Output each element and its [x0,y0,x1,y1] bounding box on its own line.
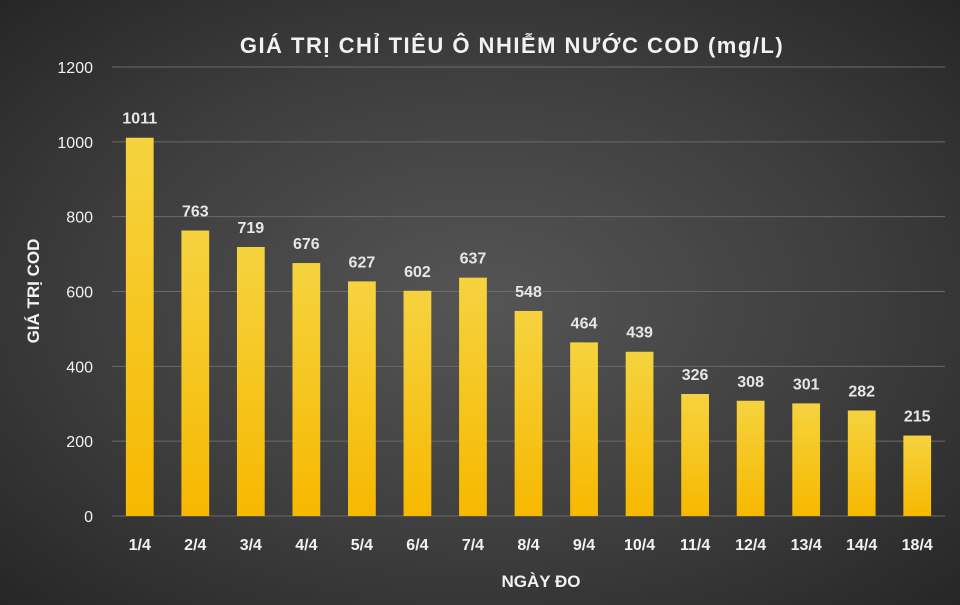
data-label: 763 [182,204,209,221]
bar [348,281,376,516]
data-label: 602 [404,264,431,281]
x-tick-label: 4/4 [295,537,317,554]
bars [125,137,932,516]
x-tick-label: 10/4 [624,537,655,554]
data-label: 637 [460,251,487,268]
x-tick-label: 6/4 [406,537,428,554]
bar [792,403,821,516]
x-tick-label: 7/4 [462,537,484,554]
x-axis-ticks: 1/4 2/4 3/4 4/4 5/4 6/4 7/4 8/4 9/4 10/4 11/4 12/4 1… [129,537,933,554]
x-tick-label: 2/4 [184,537,206,554]
y-tick-label: 800 [66,210,93,227]
data-label: 676 [293,236,320,253]
bar [459,277,487,516]
data-label: 439 [626,325,653,342]
bar [736,400,765,516]
data-label: 308 [737,374,764,391]
x-tick-label: 8/4 [517,537,539,554]
y-tick-label: 1200 [57,60,93,77]
y-tick-label: 1000 [57,135,93,152]
y-axis-title: GIÁ TRỊ COD [24,239,43,344]
x-tick-label: 12/4 [735,537,766,554]
bar [903,435,932,516]
x-axis-title: NGÀY ĐO [501,572,580,591]
data-labels: 1011 763 719 676 627 602 637 548 464 439 326 308 301… [122,111,930,426]
bar [181,230,210,516]
bar [847,410,876,516]
bar [292,263,321,516]
y-tick-label: 200 [66,434,93,451]
data-label: 301 [793,376,820,393]
x-tick-label: 13/4 [791,537,822,554]
x-tick-label: 5/4 [351,537,373,554]
bar [681,394,709,516]
bar [125,137,154,516]
bar [570,342,598,516]
x-tick-label: 9/4 [573,537,595,554]
x-tick-label: 18/4 [902,537,933,554]
data-label: 548 [515,284,542,301]
data-label: 215 [904,409,931,426]
y-tick-label: 400 [66,359,93,376]
x-tick-label: 3/4 [240,537,262,554]
y-axis-ticks: 0 200 400 600 800 1000 1200 [57,60,93,526]
data-label: 464 [571,315,598,332]
bar [403,290,432,516]
data-label: 627 [349,254,376,271]
x-tick-label: 1/4 [129,537,151,554]
bar [514,310,543,516]
data-label: 282 [848,383,875,400]
data-label: 326 [682,367,709,384]
chart-title: GIÁ TRỊ CHỈ TIÊU Ô NHIỄM NƯỚC COD (mg/L) [240,32,784,58]
y-tick-label: 600 [66,285,93,302]
x-tick-label: 14/4 [846,537,877,554]
data-label: 719 [237,220,264,237]
bar [236,246,265,516]
data-label: 1011 [122,111,157,128]
y-tick-label: 0 [84,509,93,526]
bar [625,351,654,516]
x-tick-label: 11/4 [680,537,710,554]
